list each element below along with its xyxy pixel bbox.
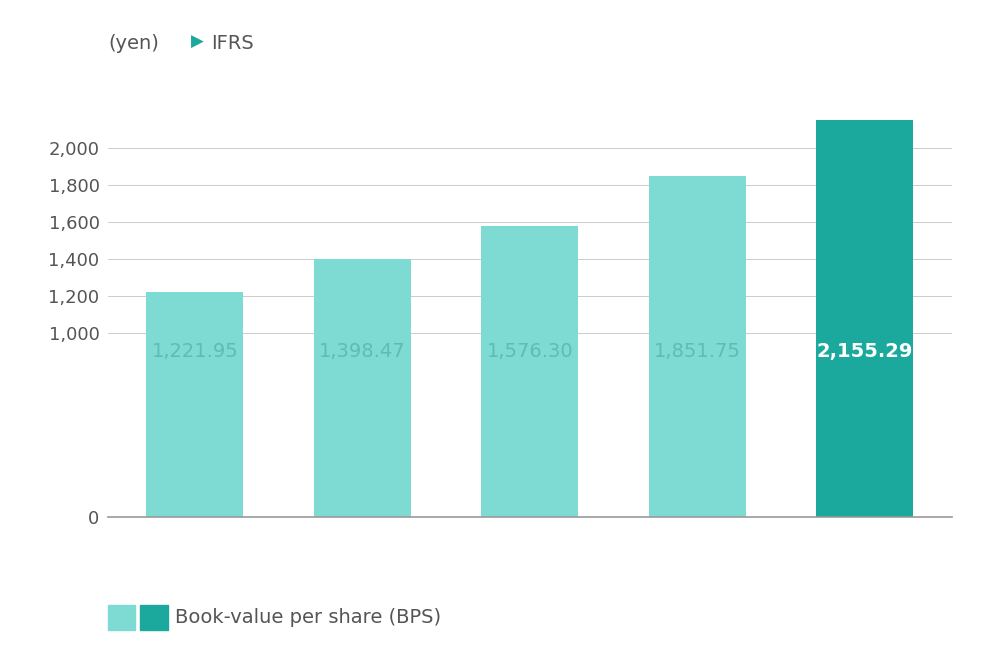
Text: Book-value per share (BPS): Book-value per share (BPS)	[175, 609, 440, 627]
Text: 1,851.75: 1,851.75	[653, 341, 741, 361]
Text: ▶: ▶	[191, 33, 204, 51]
Text: 1,221.95: 1,221.95	[151, 341, 238, 361]
Text: 1,576.30: 1,576.30	[487, 341, 573, 361]
Text: 2,155.29: 2,155.29	[816, 341, 913, 361]
Bar	[816, 119, 913, 517]
Text: (yen): (yen)	[108, 34, 159, 53]
Bar	[146, 292, 243, 517]
Bar	[481, 226, 579, 517]
Text: IFRS: IFRS	[211, 34, 254, 53]
Text: 1,398.47: 1,398.47	[319, 341, 405, 361]
Bar	[648, 176, 746, 517]
Bar	[314, 259, 411, 517]
